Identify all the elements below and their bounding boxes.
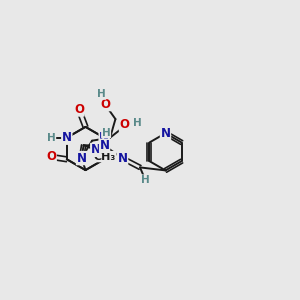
Text: CH₃: CH₃ [94,152,116,162]
Text: H: H [102,128,110,138]
Text: N: N [91,143,101,156]
Text: O: O [101,98,111,111]
Text: N: N [62,131,72,144]
Text: N: N [76,152,87,165]
Text: H: H [47,133,56,143]
Text: N: N [160,127,170,140]
Text: O: O [74,103,84,116]
Text: N: N [99,131,109,144]
Text: N: N [100,139,110,152]
Text: H: H [133,118,141,128]
Text: H: H [97,89,106,99]
Text: O: O [119,118,130,131]
Text: H: H [141,175,150,185]
Text: N: N [118,152,128,165]
Text: O: O [46,150,56,164]
